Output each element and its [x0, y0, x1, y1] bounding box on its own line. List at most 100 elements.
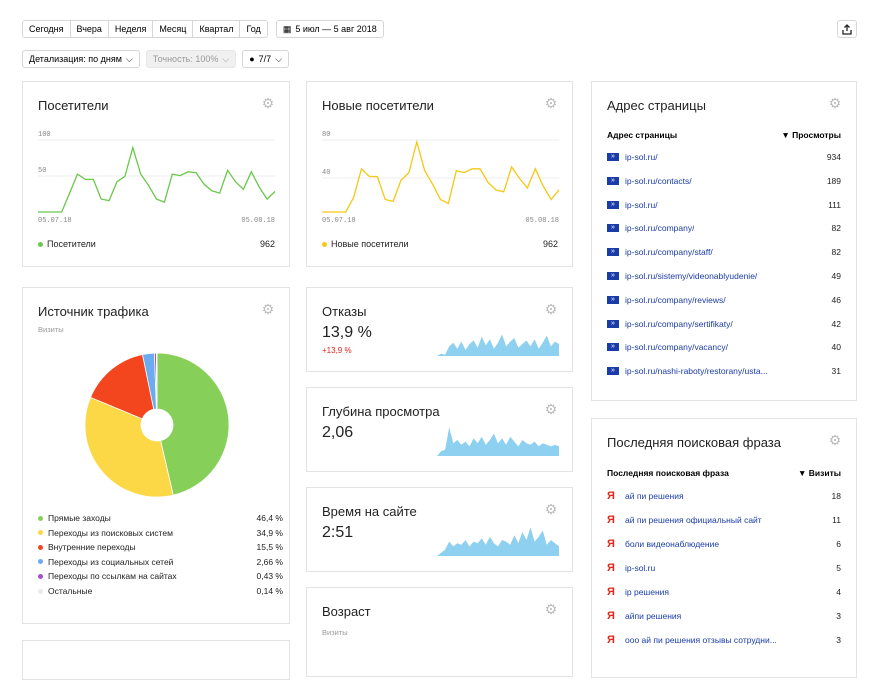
widget-title: Новые посетители	[322, 98, 434, 113]
table-row[interactable]: » ip-sol.ru/contacts/189	[607, 174, 841, 188]
x-tick-end: 05.08.18	[241, 217, 275, 225]
period-year[interactable]: Год	[240, 21, 267, 37]
favicon-icon: »	[607, 153, 619, 161]
export-button[interactable]	[837, 20, 857, 38]
gear-icon[interactable]: ⚙	[261, 301, 275, 317]
period-week[interactable]: Неделя	[108, 21, 154, 37]
search-phrase: ip решения	[625, 587, 670, 597]
row-link[interactable]: » ip-sol.ru/company/sertifikaty/	[607, 319, 733, 329]
pie-slice[interactable]	[156, 352, 230, 496]
page-url: ip-sol.ru/contacts/	[625, 175, 692, 186]
legend-label: Переходы из поисковых систем	[48, 527, 173, 538]
table-row[interactable]: » ip-sol.ru/934	[607, 150, 841, 164]
chevron-down-icon: ⌵	[125, 54, 133, 64]
row-link[interactable]: » ip-sol.ru/	[607, 152, 658, 162]
legend-item[interactable]: Остальные 0,14 %	[38, 586, 283, 596]
legend-item[interactable]: Внутренние переходы 15,5 %	[38, 542, 283, 552]
table-row[interactable]: » ip-sol.ru/company/vacancy/40	[607, 340, 841, 354]
next-widget	[22, 640, 290, 680]
pie-slice[interactable]	[90, 354, 155, 420]
row-link[interactable]: » ip-sol.ru/company/	[607, 223, 694, 233]
table-row[interactable]: » ip-sol.ru/company/82	[607, 221, 841, 235]
legend-dot	[38, 573, 43, 579]
search-phrase: боли видеонаблюдение	[625, 539, 720, 549]
gear-icon[interactable]: ⚙	[828, 95, 842, 111]
detail-dropdown[interactable]: Детализация: по дням ⌵	[22, 50, 140, 68]
period-today[interactable]: Сегодня	[23, 21, 71, 37]
widget-title: Источник трафика	[38, 304, 149, 319]
gear-icon[interactable]: ⚙	[544, 501, 558, 517]
gear-icon[interactable]: ⚙	[544, 95, 558, 111]
legend-item[interactable]: Переходы из социальных сетей 2,66 %	[38, 557, 283, 567]
page-url: ip-sol.ru/company/reviews/	[625, 294, 726, 305]
legend-label: Посетители	[47, 239, 96, 249]
row-value: 42	[831, 318, 841, 329]
row-link[interactable]: » ip-sol.ru/nashi-raboty/restorany/usta..…	[607, 366, 768, 376]
bounce-delta: +13,9 %	[322, 346, 352, 355]
sparkline-area	[437, 527, 559, 556]
col-header-phrase[interactable]: Последняя поисковая фраза	[607, 468, 729, 478]
legend-dot	[38, 588, 43, 594]
period-month[interactable]: Месяц	[153, 21, 194, 37]
col-header-views[interactable]: ▼ Просмотры	[781, 130, 841, 140]
detail-label: Детализация: по дням	[29, 54, 122, 64]
y-tick: 100	[38, 131, 51, 139]
row-link[interactable]: » ip-sol.ru/company/staff/	[607, 247, 713, 257]
row-link[interactable]: » ip-sol.ru/sistemy/videonablyudenie/	[607, 271, 757, 281]
col-header-visits[interactable]: ▼ Визиты	[797, 468, 841, 478]
table-row[interactable]: » ip-sol.ru/nashi-raboty/restorany/usta..…	[607, 364, 841, 378]
page-url: ip-sol.ru/company/	[625, 223, 695, 234]
date-range-button[interactable]: ▦ 5 июл — 5 авг 2018	[275, 20, 384, 38]
gear-icon[interactable]: ⚙	[544, 301, 558, 317]
table-row[interactable]: » ip-sol.ru/company/reviews/46	[607, 293, 841, 307]
period-selector: Сегодня Вчера Неделя Месяц Квартал Год	[22, 20, 268, 38]
gear-icon[interactable]: ⚙	[828, 432, 842, 448]
widget-title: Последняя поисковая фраза	[607, 435, 781, 450]
legend-label: Новые посетители	[331, 239, 409, 249]
gear-icon[interactable]: ⚙	[544, 401, 558, 417]
table-row[interactable]: » ip-sol.ru/company/sertifikaty/42	[607, 317, 841, 331]
accuracy-dropdown[interactable]: Точность: 100% ⌵	[145, 50, 237, 68]
table-row[interactable]: » ip-sol.ru/sistemy/videonablyudenie/49	[607, 269, 841, 283]
accuracy-label: Точность: 100%	[152, 54, 219, 64]
row-link[interactable]: » ip-sol.ru/contacts/	[607, 176, 692, 186]
y-tick: 40	[322, 169, 330, 177]
search-phrase: ооо ай пи решения отзывы сотрудни...	[625, 635, 777, 645]
row-value: 5	[836, 563, 841, 573]
table-row[interactable]: » ip-sol.ru/company/staff/82	[607, 245, 841, 259]
legend-label: Переходы из социальных сетей	[48, 556, 174, 567]
row-link[interactable]: » ip-sol.ru/company/reviews/	[607, 295, 726, 305]
period-quarter[interactable]: Квартал	[193, 21, 241, 37]
legend-item[interactable]: Переходы из поисковых систем 34,9 %	[38, 528, 283, 538]
table-row[interactable]: » ip-sol.ru/111	[607, 198, 841, 212]
search-phrase-widget: Последняя поисковая фраза ⚙ Последняя по…	[591, 418, 857, 678]
segments-dropdown[interactable]: ● 7/7 ⌵	[242, 50, 290, 68]
legend-item[interactable]: Прямые заходы 46,4 %	[38, 513, 283, 523]
row-link[interactable]: » ip-sol.ru/company/vacancy/	[607, 342, 728, 352]
gear-icon[interactable]: ⚙	[261, 95, 275, 111]
legend-item[interactable]: Переходы по ссылкам на сайтах 0,43 %	[38, 571, 283, 581]
legend-value: 2,66 %	[256, 556, 283, 567]
yandex-icon: Я	[607, 490, 615, 502]
pie-slice[interactable]	[84, 396, 174, 498]
col-header-page[interactable]: Адрес страницы	[607, 130, 678, 140]
row-link[interactable]: » ip-sol.ru/	[607, 200, 658, 210]
pie-slice[interactable]	[155, 352, 158, 410]
gear-icon[interactable]: ⚙	[544, 601, 558, 617]
depth-value: 2,06	[322, 424, 354, 441]
period-yesterday[interactable]: Вчера	[70, 21, 109, 37]
